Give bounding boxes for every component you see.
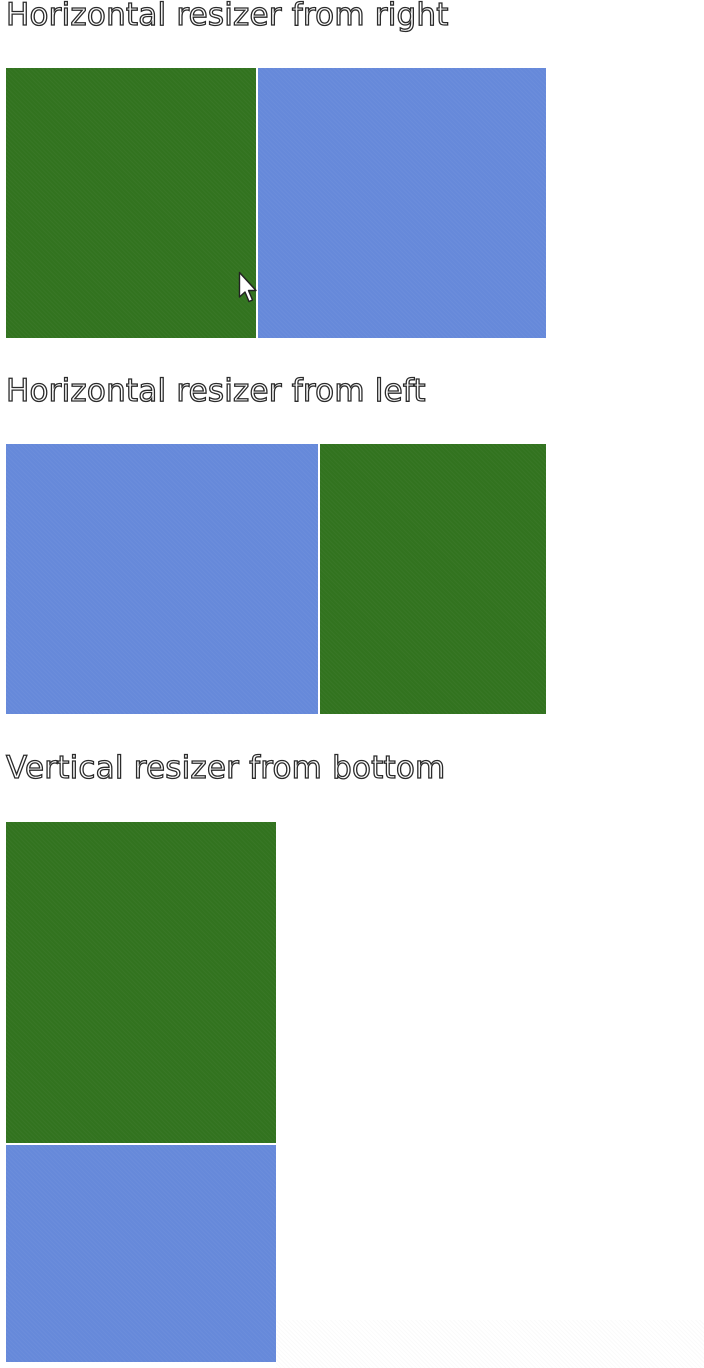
blue-pane <box>6 444 318 714</box>
vertical-resizer-handle[interactable] <box>318 444 320 714</box>
section-heading-bottom: Vertical resizer from bottom <box>5 750 446 786</box>
resizable-container-left <box>6 444 546 714</box>
horizontal-resizer-handle[interactable] <box>6 1143 276 1145</box>
page-bottom-area <box>276 1320 704 1368</box>
section-heading-right: Horizontal resizer from right <box>5 0 449 33</box>
section-heading-left: Horizontal resizer from left <box>5 373 426 409</box>
green-pane <box>6 68 256 338</box>
resizable-container-right <box>6 68 546 338</box>
vertical-resizer-handle[interactable] <box>256 68 258 338</box>
resizable-container-bottom <box>6 822 276 1362</box>
blue-pane <box>6 1145 276 1362</box>
green-pane <box>6 822 276 1143</box>
green-pane <box>320 444 546 714</box>
blue-pane <box>258 68 546 338</box>
